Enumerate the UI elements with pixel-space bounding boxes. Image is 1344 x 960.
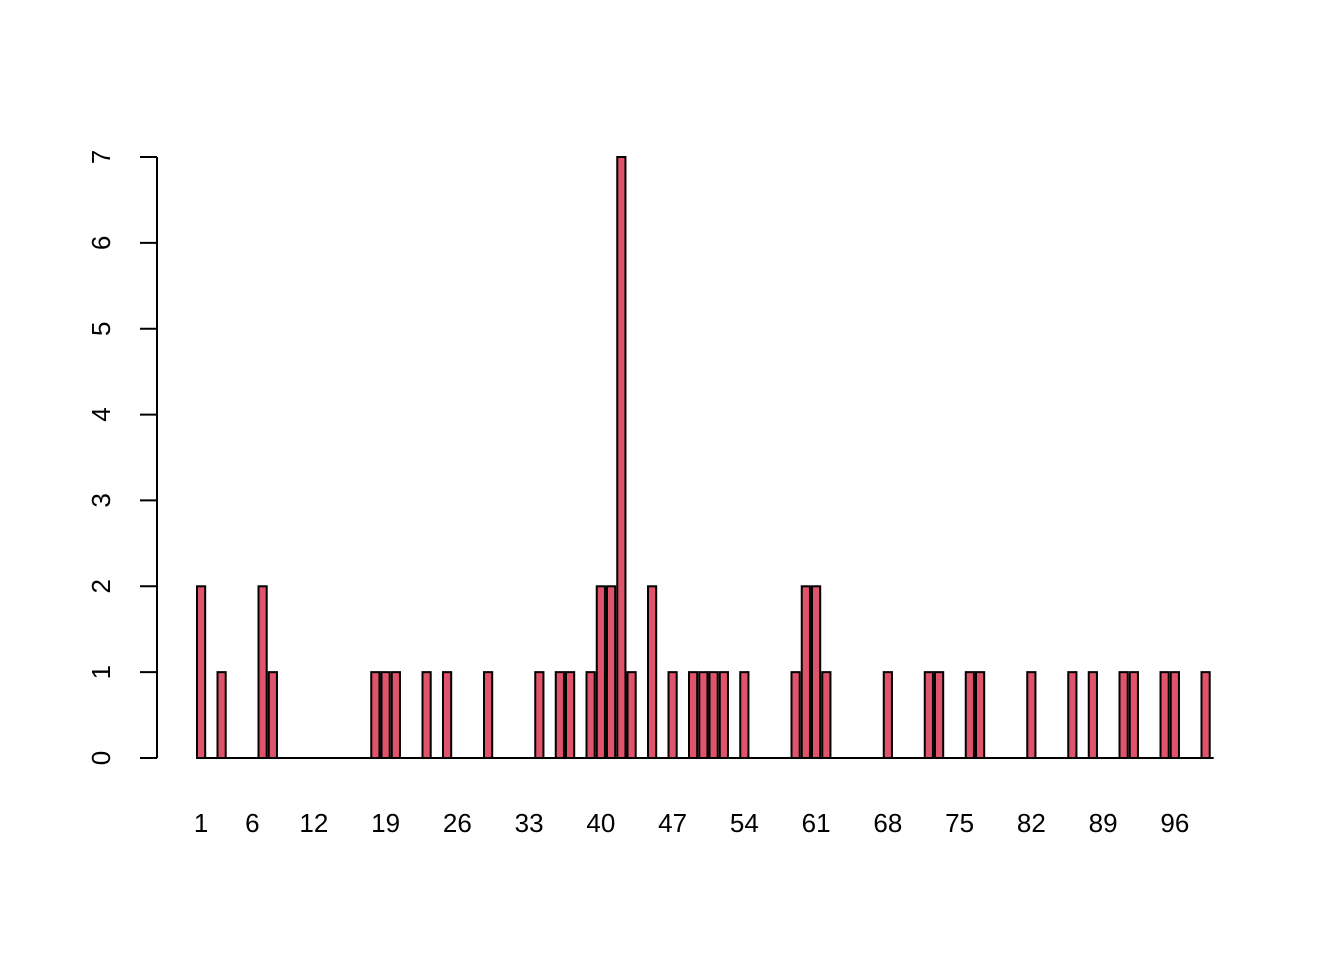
bar-61: [811, 585, 822, 759]
y-tick-label-5: 5: [86, 321, 116, 335]
bar-59: [790, 671, 801, 760]
bar-42: [616, 156, 627, 759]
bar-60: [800, 585, 811, 759]
bar-29: [483, 671, 494, 760]
x-tick-label-54: 54: [730, 808, 759, 838]
bar-72: [923, 671, 934, 760]
bar-91: [1118, 671, 1129, 760]
bar-52: [718, 671, 729, 760]
bar-68: [882, 671, 893, 760]
y-tick-label-1: 1: [86, 665, 116, 679]
y-axis: 0 1 2 3 4 5 6 7: [86, 150, 158, 765]
bar-43: [626, 671, 637, 760]
y-tick-label-3: 3: [86, 493, 116, 507]
bar-18: [370, 671, 381, 760]
x-tick-label-68: 68: [873, 808, 902, 838]
x-tick-label-26: 26: [443, 808, 472, 838]
x-tick-label-6: 6: [245, 808, 259, 838]
bar-23: [421, 671, 432, 760]
bar-73: [934, 671, 945, 760]
bar-36: [554, 671, 565, 760]
x-tick-label-61: 61: [802, 808, 831, 838]
bar-99: [1200, 671, 1211, 760]
bar-51: [708, 671, 719, 760]
bar-77: [975, 671, 986, 760]
bar-96: [1169, 671, 1180, 760]
x-tick-label-82: 82: [1017, 808, 1046, 838]
bar-3: [216, 671, 227, 760]
x-tick-label-33: 33: [515, 808, 544, 838]
x-tick-label-1: 1: [194, 808, 208, 838]
x-tick-label-96: 96: [1160, 808, 1189, 838]
bar-49: [688, 671, 699, 760]
x-tick-label-19: 19: [371, 808, 400, 838]
y-tick-label-7: 7: [86, 150, 116, 164]
x-axis-tick-labels: 1 6 12 19 26 33 40 47 54 61 68 75 82 89 96: [194, 808, 1189, 838]
x-tick-label-12: 12: [299, 808, 328, 838]
bar-76: [964, 671, 975, 760]
bar-92: [1128, 671, 1139, 760]
x-tick-label-75: 75: [945, 808, 974, 838]
bar-25: [442, 671, 453, 760]
bar-20: [390, 671, 401, 760]
bar-62: [821, 671, 832, 760]
bar-88: [1087, 671, 1098, 760]
bar-95: [1159, 671, 1170, 760]
y-tick-label-2: 2: [86, 579, 116, 593]
y-tick-label-4: 4: [86, 407, 116, 421]
bar-45: [647, 585, 658, 759]
bar-41: [606, 585, 617, 759]
bar-7: [257, 585, 268, 759]
bar-19: [380, 671, 391, 760]
bar-50: [698, 671, 709, 760]
bar-1: [196, 585, 207, 759]
bar-8: [267, 671, 278, 760]
x-tick-label-47: 47: [658, 808, 687, 838]
bar-54: [739, 671, 750, 760]
bar-47: [667, 671, 678, 760]
y-tick-label-0: 0: [86, 751, 116, 765]
bar-37: [565, 671, 576, 760]
bars-group: [196, 156, 1211, 760]
x-tick-label-40: 40: [586, 808, 615, 838]
bar-40: [595, 585, 606, 759]
x-tick-label-89: 89: [1089, 808, 1118, 838]
y-tick-label-6: 6: [86, 236, 116, 250]
bar-39: [585, 671, 596, 760]
bar-86: [1067, 671, 1078, 760]
bar-82: [1026, 671, 1037, 760]
bar-34: [534, 671, 545, 760]
